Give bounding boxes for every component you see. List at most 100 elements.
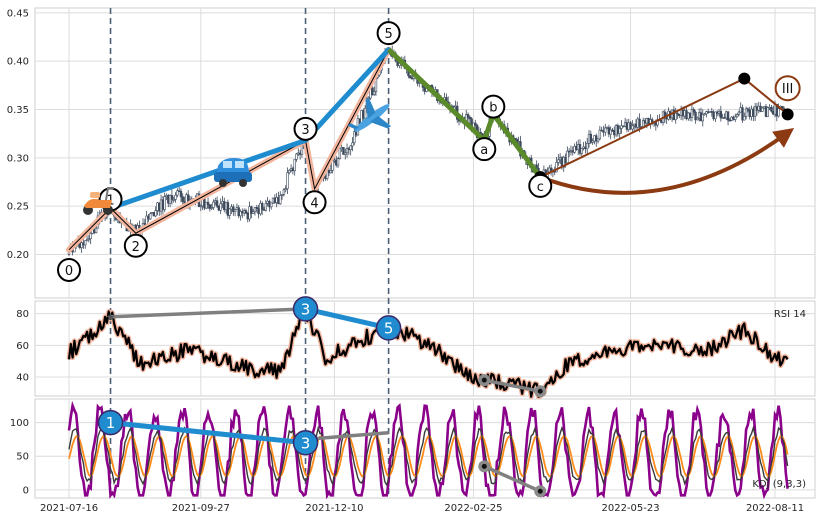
candle-body <box>690 109 694 118</box>
candle-body <box>743 115 746 121</box>
candle-body <box>154 210 157 217</box>
candle-body <box>149 213 152 220</box>
candle-body <box>199 205 203 208</box>
green-abc-line <box>386 47 543 179</box>
kdj-y-tick: 100 <box>10 418 29 429</box>
wave-label-3: 3 <box>301 123 309 138</box>
y-axis-ticks: 0.20 0.25 0.30 0.35 0.40 0.45 40 60 80 0 50 100 <box>7 8 29 496</box>
candle-body <box>351 142 354 147</box>
candle-body <box>761 107 764 112</box>
rsi-divergence-line <box>483 378 541 394</box>
candle-body <box>250 206 253 214</box>
candle-body <box>692 109 695 113</box>
x-axis-ticks: 2021-07-16 2021-09-27 2021-12-10 2022-02-25… <box>40 503 804 514</box>
rsi-marker-3-circle <box>292 296 319 322</box>
candle-body <box>631 125 634 130</box>
candle-body <box>261 203 264 210</box>
x-tick-label: 2021-07-16 <box>40 503 98 514</box>
candle-body <box>344 152 347 155</box>
candle-body <box>205 201 208 209</box>
kdj-j-line <box>67 400 789 500</box>
price-y-tick: 0.30 <box>7 153 29 164</box>
candle-body <box>349 145 352 150</box>
candle-body <box>781 105 784 109</box>
candle-body <box>284 188 287 191</box>
kdj-k-line <box>68 425 789 487</box>
scooter-icon <box>83 187 114 215</box>
price-y-tick: 0.20 <box>7 250 29 261</box>
candle-body <box>753 106 757 117</box>
candle-body <box>329 170 333 174</box>
kdj-marker-3-circle <box>292 430 319 456</box>
wave-label-5: 5 <box>384 27 392 42</box>
candle-body <box>777 108 780 117</box>
price-y-tick: 0.45 <box>7 8 29 19</box>
candle-body <box>744 108 748 117</box>
price-y-tick: 0.25 <box>7 202 29 213</box>
candle-body <box>604 127 607 133</box>
wave-label-circle-3 <box>293 116 318 141</box>
candle-body <box>228 208 231 216</box>
brown-curve-arrow <box>539 127 795 195</box>
rsi-y-tick: 40 <box>16 373 29 384</box>
candle-body <box>676 112 679 115</box>
candle-body <box>215 200 219 207</box>
wave-label-2: 2 <box>132 240 140 255</box>
candle-body <box>618 128 621 134</box>
candle-body <box>255 207 258 209</box>
candle-body <box>219 203 222 211</box>
candle-body <box>766 107 769 117</box>
rsi-line <box>67 304 789 398</box>
candle-body <box>170 195 174 200</box>
candle-body <box>770 106 773 112</box>
kdj-divergence-line <box>483 464 542 493</box>
wave-label-a: a <box>480 143 488 158</box>
thin-wave-line <box>68 49 390 251</box>
rsi-panel-label: RSI 14 <box>774 309 806 320</box>
candle-body <box>232 206 235 213</box>
candle-body <box>737 111 741 115</box>
x-tick-label: 2022-05-23 <box>601 503 659 514</box>
kdj-divergence-line <box>110 420 306 446</box>
candle-body <box>555 162 558 173</box>
grey-dot-center <box>537 488 543 494</box>
x-tick-label: 2022-08-11 <box>746 503 804 514</box>
candle-body <box>208 204 212 209</box>
candle-body <box>270 202 273 208</box>
candle-body <box>580 148 583 154</box>
x-tick-label: 2021-12-10 <box>305 503 363 514</box>
candle-body <box>409 75 412 79</box>
candle-body <box>363 107 367 119</box>
rsi-divergence-line <box>304 306 390 331</box>
candle-body <box>233 209 237 213</box>
candle-body <box>566 150 569 164</box>
kdj-series <box>67 400 789 500</box>
candle-body <box>638 118 641 128</box>
kdj-divergence-line <box>305 430 389 442</box>
price-panel <box>34 7 816 299</box>
candle-body <box>345 148 349 154</box>
candle-body <box>176 190 179 196</box>
wave-label-circle-5 <box>376 21 401 46</box>
candle-body <box>342 147 345 155</box>
candle-body <box>746 108 750 111</box>
candle-body <box>212 201 215 208</box>
candle-body <box>286 172 289 189</box>
price-y-tick: 0.35 <box>7 105 29 116</box>
candle-body <box>282 189 286 195</box>
wave-label-III: III <box>782 82 794 97</box>
candle-body <box>589 133 593 143</box>
candle-body <box>674 112 677 121</box>
rsi-divergence-line <box>110 307 306 319</box>
candle-body <box>703 113 706 116</box>
candle-body <box>372 91 376 96</box>
candle-body <box>288 169 291 174</box>
wave-label-c: c <box>537 180 544 195</box>
candle-body <box>398 63 401 67</box>
candle-body <box>735 114 739 118</box>
candle-body <box>719 110 723 119</box>
wave-label-circle-III <box>774 75 801 102</box>
candle-body <box>371 87 374 96</box>
candle-body <box>714 111 717 120</box>
candle-body <box>181 196 184 202</box>
